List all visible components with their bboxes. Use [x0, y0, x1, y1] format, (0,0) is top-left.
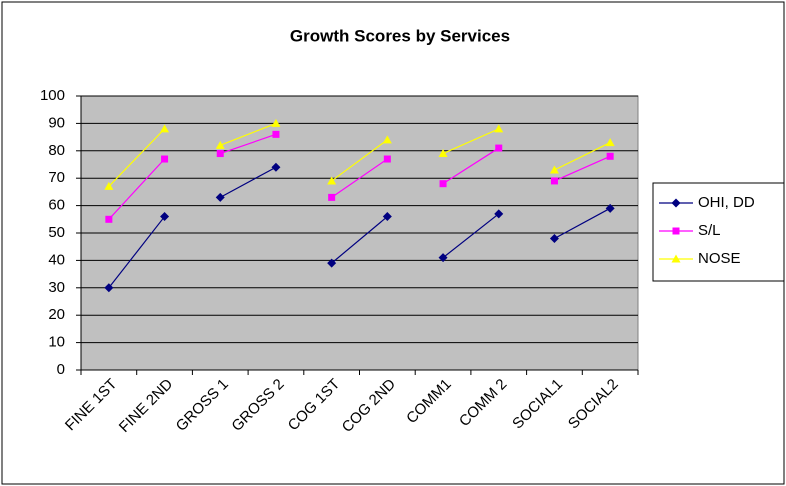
y-tick-label: 80: [48, 142, 65, 159]
series-line: [108, 158, 165, 220]
y-tick-label: 60: [48, 197, 65, 214]
marker: [327, 258, 337, 268]
marker: [439, 180, 447, 188]
legend-marker: [671, 198, 681, 208]
marker: [382, 212, 392, 222]
marker: [605, 203, 615, 213]
y-tick-label: 20: [48, 306, 65, 323]
marker: [105, 215, 113, 223]
series-line: [331, 216, 388, 264]
marker: [104, 283, 114, 293]
series-line: [554, 142, 611, 171]
y-tick-label: 0: [57, 361, 65, 378]
marker: [549, 233, 559, 243]
marker: [383, 155, 391, 163]
legend-label: NOSE: [698, 250, 741, 267]
marker: [327, 176, 337, 185]
marker: [438, 149, 448, 158]
marker: [160, 212, 170, 222]
series-line: [219, 166, 277, 198]
marker: [494, 209, 504, 219]
series-line: [331, 158, 388, 198]
marker: [549, 165, 559, 174]
marker: [104, 181, 114, 190]
legend-label: S/L: [698, 222, 721, 239]
marker: [160, 124, 170, 133]
legend-label: OHI, DD: [698, 194, 755, 211]
series-line: [108, 216, 166, 289]
series-line: [442, 128, 499, 155]
marker: [216, 150, 224, 158]
y-tick-label: 70: [48, 169, 65, 186]
marker: [328, 193, 336, 201]
legend-marker: [672, 227, 680, 235]
y-tick-label: 30: [48, 279, 65, 296]
y-tick-label: 40: [48, 251, 65, 268]
y-tick-label: 90: [48, 114, 65, 131]
y-tick-label: 100: [40, 87, 65, 104]
marker: [494, 124, 504, 133]
y-tick-label: 10: [48, 334, 65, 351]
series-line: [442, 213, 500, 259]
series-line: [108, 128, 165, 187]
marker: [215, 140, 225, 149]
series-line: [220, 133, 277, 155]
series-line: [442, 147, 500, 185]
series-line: [554, 207, 611, 240]
marker: [606, 152, 614, 160]
marker: [438, 253, 448, 263]
series-line: [331, 139, 388, 182]
series-line: [220, 122, 277, 146]
marker: [272, 130, 280, 138]
marker: [215, 192, 225, 202]
marker: [550, 177, 558, 185]
marker: [271, 162, 281, 172]
marker: [382, 135, 392, 144]
marker: [271, 118, 281, 127]
series-line: [554, 155, 611, 182]
y-tick-label: 50: [48, 224, 65, 241]
chart-title: Growth Scores by Services: [290, 26, 510, 45]
legend-marker: [671, 254, 681, 263]
marker: [605, 138, 615, 147]
marker: [495, 144, 503, 152]
marker: [161, 155, 169, 163]
